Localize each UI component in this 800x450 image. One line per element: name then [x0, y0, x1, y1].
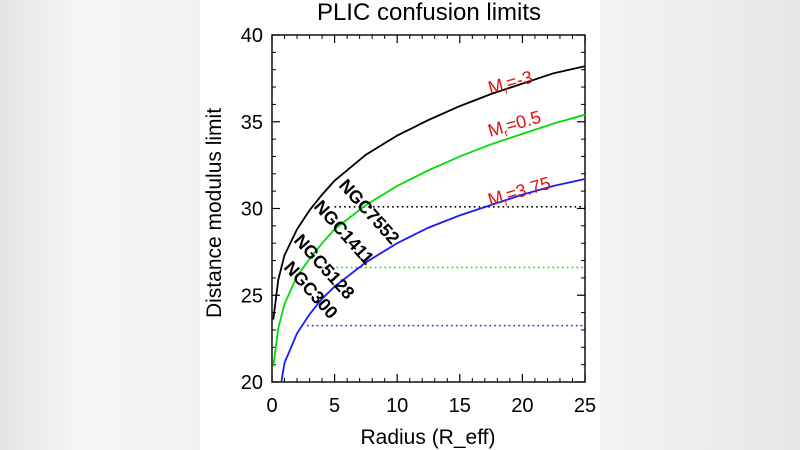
x-tick-label: 10: [386, 395, 408, 417]
series-label-base: M: [486, 75, 506, 98]
series-label-sub: r: [503, 84, 510, 97]
plot-area: 0 5 10 15 20 252025303540Mr=-3Mr=0.5Mr=3.75NG…: [241, 25, 596, 417]
background-right: [600, 0, 800, 450]
x-tick-label: 5: [329, 395, 340, 417]
chart-title: PLIC confusion limits: [317, 0, 541, 26]
x-tick-label: 20: [511, 395, 533, 417]
y-tick-label: 20: [241, 372, 263, 394]
series-label-value: =-3: [504, 67, 535, 93]
y-tick-label: 40: [241, 25, 263, 47]
series-line-0: [272, 65, 585, 320]
series-line-1: [272, 113, 585, 367]
series-line-2: [280, 178, 585, 382]
x-tick-label: 0: [266, 395, 277, 417]
series-label-0: Mr=-3: [486, 67, 536, 101]
series-label-value: =3.75: [504, 173, 553, 205]
series-label-value: =0.5: [504, 107, 544, 136]
y-tick-label: 30: [241, 199, 263, 221]
y-tick-label: 25: [241, 285, 263, 307]
series-label-base: M: [486, 117, 506, 140]
series-label-2: Mr=3.75: [486, 173, 554, 213]
figure-panel: [200, 0, 600, 450]
x-tick-label: 25: [574, 395, 596, 417]
y-tick-label: 35: [241, 112, 263, 134]
x-axis-label: Radius (R_eff): [360, 426, 495, 449]
y-axis-label: Distance modulus limit: [203, 108, 226, 318]
series-label-sub: r: [503, 127, 510, 140]
series-label-base: M: [486, 186, 506, 209]
x-tick-label: 15: [449, 395, 471, 417]
background-left: [0, 0, 200, 450]
series-label-sub: r: [503, 196, 510, 209]
series-label-1: Mr=0.5: [486, 107, 544, 144]
